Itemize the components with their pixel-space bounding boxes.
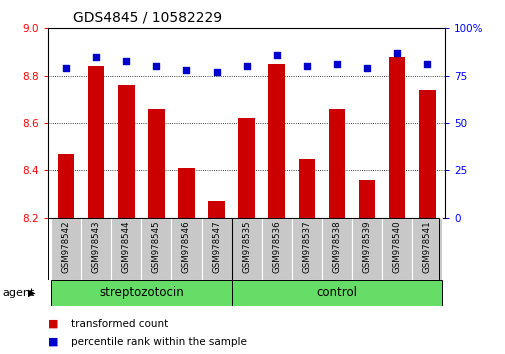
Text: ▶: ▶ <box>28 288 35 298</box>
Point <box>152 63 160 69</box>
Text: GSM978537: GSM978537 <box>302 221 311 273</box>
Bar <box>88 66 105 218</box>
Text: percentile rank within the sample: percentile rank within the sample <box>71 337 246 347</box>
Text: ■: ■ <box>48 319 59 329</box>
Point <box>92 54 100 59</box>
Text: GSM978547: GSM978547 <box>212 221 221 273</box>
Bar <box>291 218 321 280</box>
Text: GSM978542: GSM978542 <box>62 221 71 273</box>
Text: GSM978543: GSM978543 <box>91 221 100 273</box>
Text: transformed count: transformed count <box>71 319 168 329</box>
Bar <box>81 218 111 280</box>
Bar <box>298 159 315 218</box>
Bar <box>418 90 435 218</box>
Bar <box>321 218 351 280</box>
Bar <box>328 109 344 218</box>
Bar <box>58 154 74 218</box>
Point <box>122 58 130 63</box>
Text: GSM978536: GSM978536 <box>272 221 281 273</box>
Point <box>362 65 370 71</box>
Bar <box>51 280 231 306</box>
Text: GSM978540: GSM978540 <box>392 221 401 273</box>
Bar <box>141 218 171 280</box>
Point <box>242 63 250 69</box>
Text: GSM978541: GSM978541 <box>422 221 431 273</box>
Bar <box>351 218 381 280</box>
Point <box>212 69 220 75</box>
Bar <box>201 218 231 280</box>
Bar <box>268 64 284 218</box>
Text: GSM978535: GSM978535 <box>242 221 250 273</box>
Bar <box>388 57 405 218</box>
Text: streptozotocin: streptozotocin <box>99 286 183 299</box>
Point <box>62 65 70 71</box>
Point <box>392 50 400 56</box>
Bar <box>118 85 134 218</box>
Bar <box>238 118 255 218</box>
Bar <box>148 109 164 218</box>
Text: control: control <box>316 286 357 299</box>
Bar <box>111 218 141 280</box>
Text: GDS4845 / 10582229: GDS4845 / 10582229 <box>73 11 222 25</box>
Text: GSM978539: GSM978539 <box>362 221 371 273</box>
Text: GSM978545: GSM978545 <box>152 221 161 273</box>
Point <box>272 52 280 58</box>
Point <box>422 62 430 67</box>
Bar <box>412 218 441 280</box>
Bar <box>171 218 201 280</box>
Text: GSM978546: GSM978546 <box>182 221 190 273</box>
Text: GSM978544: GSM978544 <box>122 221 131 273</box>
Point <box>302 63 310 69</box>
Bar <box>261 218 291 280</box>
Point <box>182 67 190 73</box>
Bar <box>51 218 81 280</box>
Bar <box>231 218 261 280</box>
Bar <box>208 201 224 218</box>
Text: ■: ■ <box>48 337 59 347</box>
Text: GSM978538: GSM978538 <box>332 221 341 273</box>
Bar <box>178 168 194 218</box>
Point <box>332 62 340 67</box>
Text: agent: agent <box>3 288 35 298</box>
Bar <box>358 180 375 218</box>
Bar <box>381 218 412 280</box>
Bar <box>231 280 441 306</box>
